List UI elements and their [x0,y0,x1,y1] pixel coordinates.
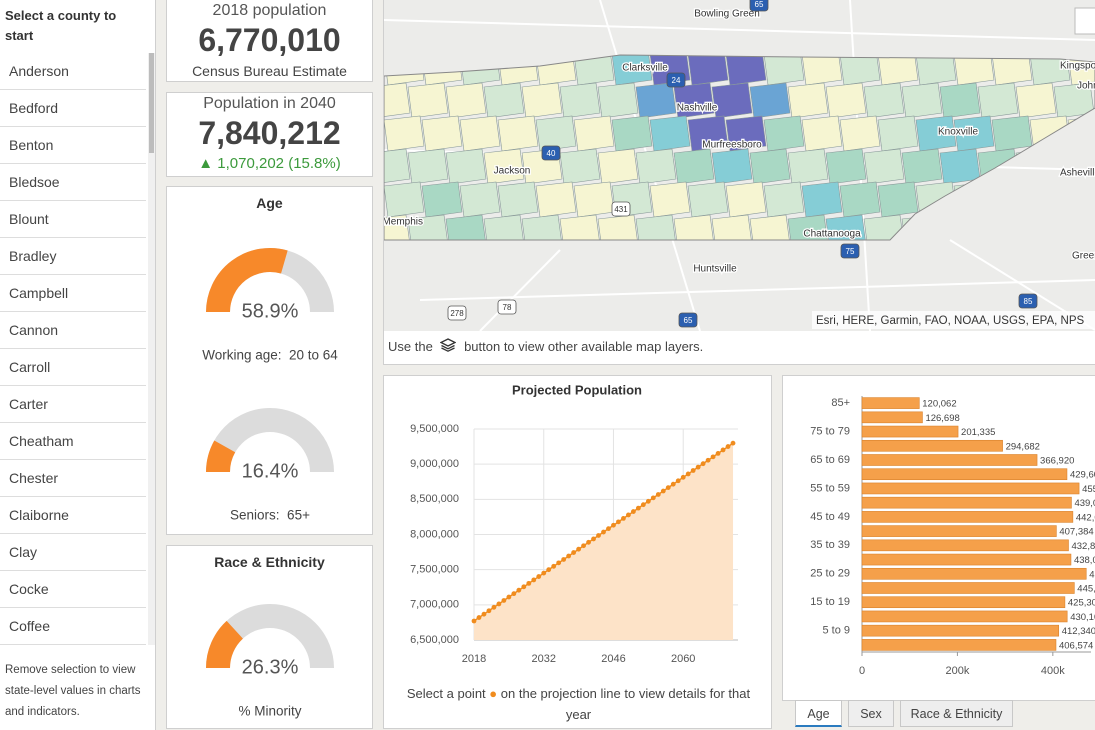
county-item[interactable]: Cocke [0,571,146,608]
indicator-card: Population in 2040 7,840,212 ▲ 1,070,202… [166,92,373,177]
indicator-title: Population in 2040 [203,95,336,112]
county-list: Anderson Bedford Benton Bledsoe Blount Bradle… [0,53,146,645]
county-item[interactable]: Carter [0,386,146,423]
county-item[interactable]: Blount [0,201,146,238]
note-text: Select a point [406,686,486,701]
county-item[interactable]: Bradley [0,238,146,275]
map-caption: Use the button to view other available m… [388,338,703,354]
card-title: Age [256,195,283,211]
indicator-card: 2018 population 6,770,010 Census Bureau … [166,0,373,82]
bar-chart-card [782,375,1095,701]
gauge-card: Race & Ethnicity [166,545,373,729]
note-dot: ● [489,686,498,701]
county-item[interactable]: Benton [0,127,146,164]
county-item[interactable]: Bedford [0,90,146,127]
indicator-value: 6,770,010 [198,22,341,58]
tab[interactable]: Sex [848,700,894,727]
county-item[interactable]: Cannon [0,312,146,349]
county-item[interactable]: Cheatham [0,423,146,460]
indicator-subtitle: Census Bureau Estimate [192,63,347,79]
county-item[interactable]: Bledsoe [0,164,146,201]
map-card [383,0,1095,365]
county-item[interactable]: Claiborne [0,497,146,534]
note-text: on the projection line to view details f… [500,686,751,722]
indicator-change: ▲ 1,070,202 (15.8%) [198,155,341,172]
tab[interactable]: Race & Ethnicity [900,700,1013,727]
scrollbar[interactable] [148,53,155,645]
panel-note: Remove selection to view state-level val… [5,664,141,718]
chart-note: Select a point ● on the projection line … [394,683,763,725]
caption-text: Use the [388,339,433,354]
indicator-value: 7,840,212 [198,115,341,151]
county-item[interactable]: Coffee [0,608,146,645]
caption-text: button to view other available map layer… [464,339,704,354]
tab[interactable]: Age [795,700,842,727]
county-item[interactable]: Chester [0,460,146,497]
card-title: Race & Ethnicity [214,554,325,570]
county-item[interactable]: Clay [0,534,146,571]
line-chart-card: Select a point ● on the projection line … [383,375,772,729]
county-item[interactable]: Campbell [0,275,146,312]
county-item[interactable]: Anderson [0,53,146,90]
scroll-thumb[interactable] [149,53,154,153]
panel-title: Select a county to start [5,8,117,43]
county-item[interactable]: Carroll [0,349,146,386]
indicator-title: 2018 population [212,2,327,19]
gauge-card: Age [166,186,373,535]
county-panel: Select a county to start Anderson Bedford… [0,0,156,730]
layers-icon [439,338,457,352]
